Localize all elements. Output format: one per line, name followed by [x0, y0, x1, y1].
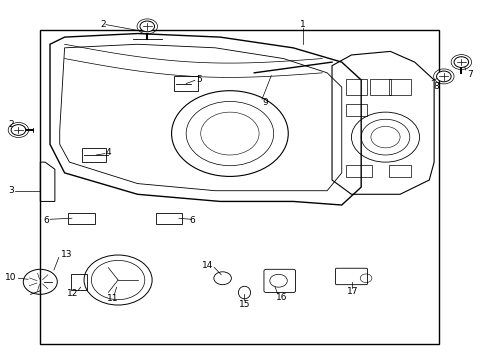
Circle shape — [436, 71, 450, 82]
Text: 9: 9 — [262, 98, 268, 107]
Circle shape — [453, 57, 468, 67]
Text: 1: 1 — [299, 20, 305, 29]
Circle shape — [140, 21, 154, 32]
Text: 6: 6 — [189, 216, 195, 225]
Text: 7: 7 — [466, 70, 472, 79]
Text: 12: 12 — [67, 289, 79, 298]
Text: 2: 2 — [9, 120, 14, 129]
Text: 5: 5 — [196, 75, 201, 84]
Text: 3: 3 — [9, 186, 15, 195]
Circle shape — [11, 125, 26, 135]
Text: 15: 15 — [238, 300, 250, 309]
Text: 17: 17 — [346, 287, 357, 296]
Text: 14: 14 — [202, 261, 213, 270]
Text: 13: 13 — [61, 250, 73, 259]
Text: 8: 8 — [432, 82, 438, 91]
Text: 16: 16 — [276, 293, 287, 302]
Text: 11: 11 — [106, 294, 118, 303]
Text: 4: 4 — [106, 148, 111, 157]
Text: 6: 6 — [43, 216, 49, 225]
Text: 2: 2 — [100, 20, 106, 29]
Text: 10: 10 — [5, 273, 17, 282]
